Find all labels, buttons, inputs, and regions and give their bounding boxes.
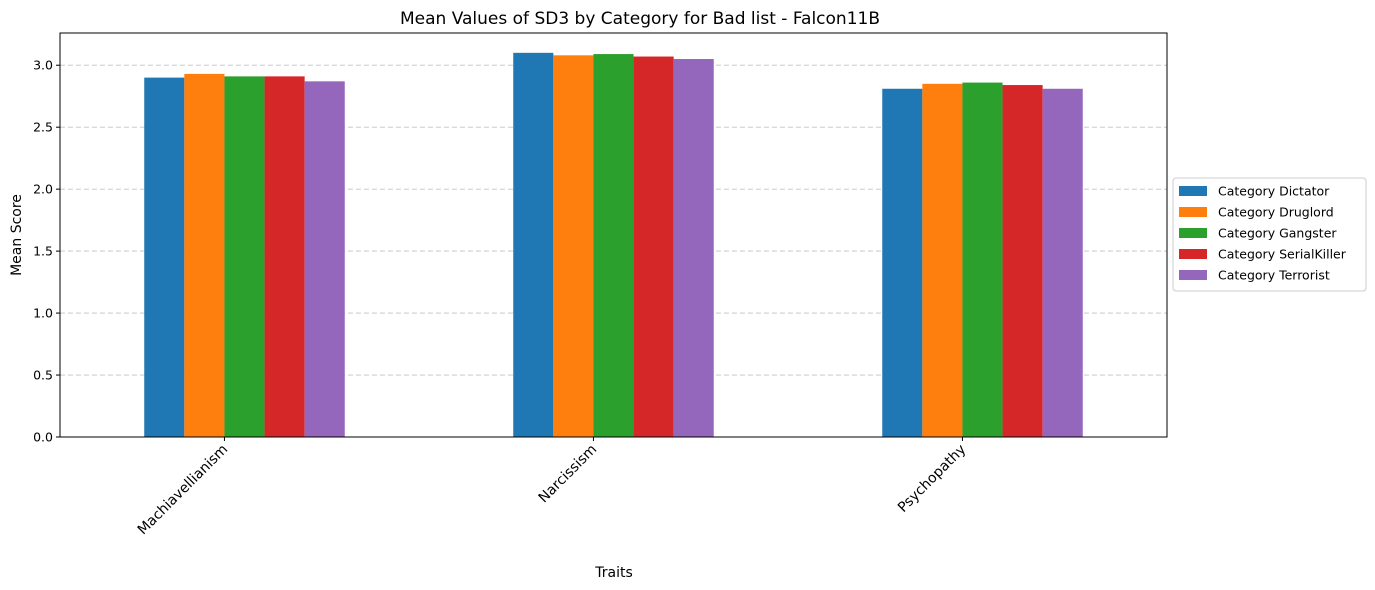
x-axis-ticks: Machiavellianism Narcissism Psychopathy (135, 437, 969, 539)
bar-category-serialkiller-narcissism (633, 56, 674, 437)
legend-label: Category Druglord (1218, 205, 1334, 220)
legend-frame (1172, 177, 1367, 292)
bar-category-gangster-psychopathy (962, 82, 1003, 437)
bars (144, 52, 1083, 438)
legend-swatch (1179, 186, 1207, 196)
y-axis-label: Mean Score (9, 194, 25, 276)
y-tick-label: 3.0 (33, 58, 53, 73)
bar-category-gangster-narcissism (593, 54, 634, 438)
y-tick-label: 0.0 (33, 430, 53, 445)
legend-swatch (1179, 207, 1207, 217)
y-axis-ticks: 0.0 0.5 1.0 1.5 2.0 2.5 3.0 (33, 58, 60, 445)
y-tick-label: 1.5 (33, 244, 53, 259)
bar-category-terrorist-narcissism (673, 59, 714, 438)
y-tick-label: 0.5 (33, 368, 53, 383)
y-tick-label: 2.0 (33, 182, 53, 197)
x-axis-label: Traits (594, 565, 633, 581)
bar-category-dictator-machiavellianism (144, 77, 185, 437)
x-tick-label: Psychopathy (895, 442, 969, 516)
bar-category-dictator-psychopathy (882, 88, 923, 437)
bar-category-terrorist-psychopathy (1042, 88, 1083, 437)
y-tick-label: 1.0 (33, 306, 53, 321)
bar-category-druglord-machiavellianism (184, 73, 225, 438)
legend-swatch (1179, 249, 1207, 259)
bar-category-druglord-narcissism (553, 55, 594, 437)
bar-category-dictator-narcissism (513, 52, 554, 438)
bar-category-druglord-psychopathy (922, 83, 963, 437)
legend-label: Category Terrorist (1218, 268, 1330, 283)
plot-frame (59, 32, 1168, 438)
x-tick-label: Narcissism (536, 442, 601, 507)
legend-swatch (1179, 228, 1207, 238)
chart-title: Mean Values of SD3 by Category for Bad l… (400, 9, 880, 29)
legend-label: Category Dictator (1218, 184, 1330, 199)
bar-category-terrorist-machiavellianism (304, 81, 345, 437)
legend-label: Category SerialKiller (1218, 247, 1347, 262)
y-tick-label: 2.5 (33, 120, 53, 135)
bar-category-serialkiller-psychopathy (1002, 85, 1043, 438)
legend-label: Category Gangster (1218, 226, 1337, 241)
legend-swatch (1179, 270, 1207, 280)
x-tick-label: Machiavellianism (135, 442, 232, 539)
bar-category-gangster-machiavellianism (224, 76, 265, 437)
bar-category-serialkiller-machiavellianism (264, 76, 305, 437)
legend: Category Dictator Category Druglord Catego… (1172, 177, 1367, 292)
